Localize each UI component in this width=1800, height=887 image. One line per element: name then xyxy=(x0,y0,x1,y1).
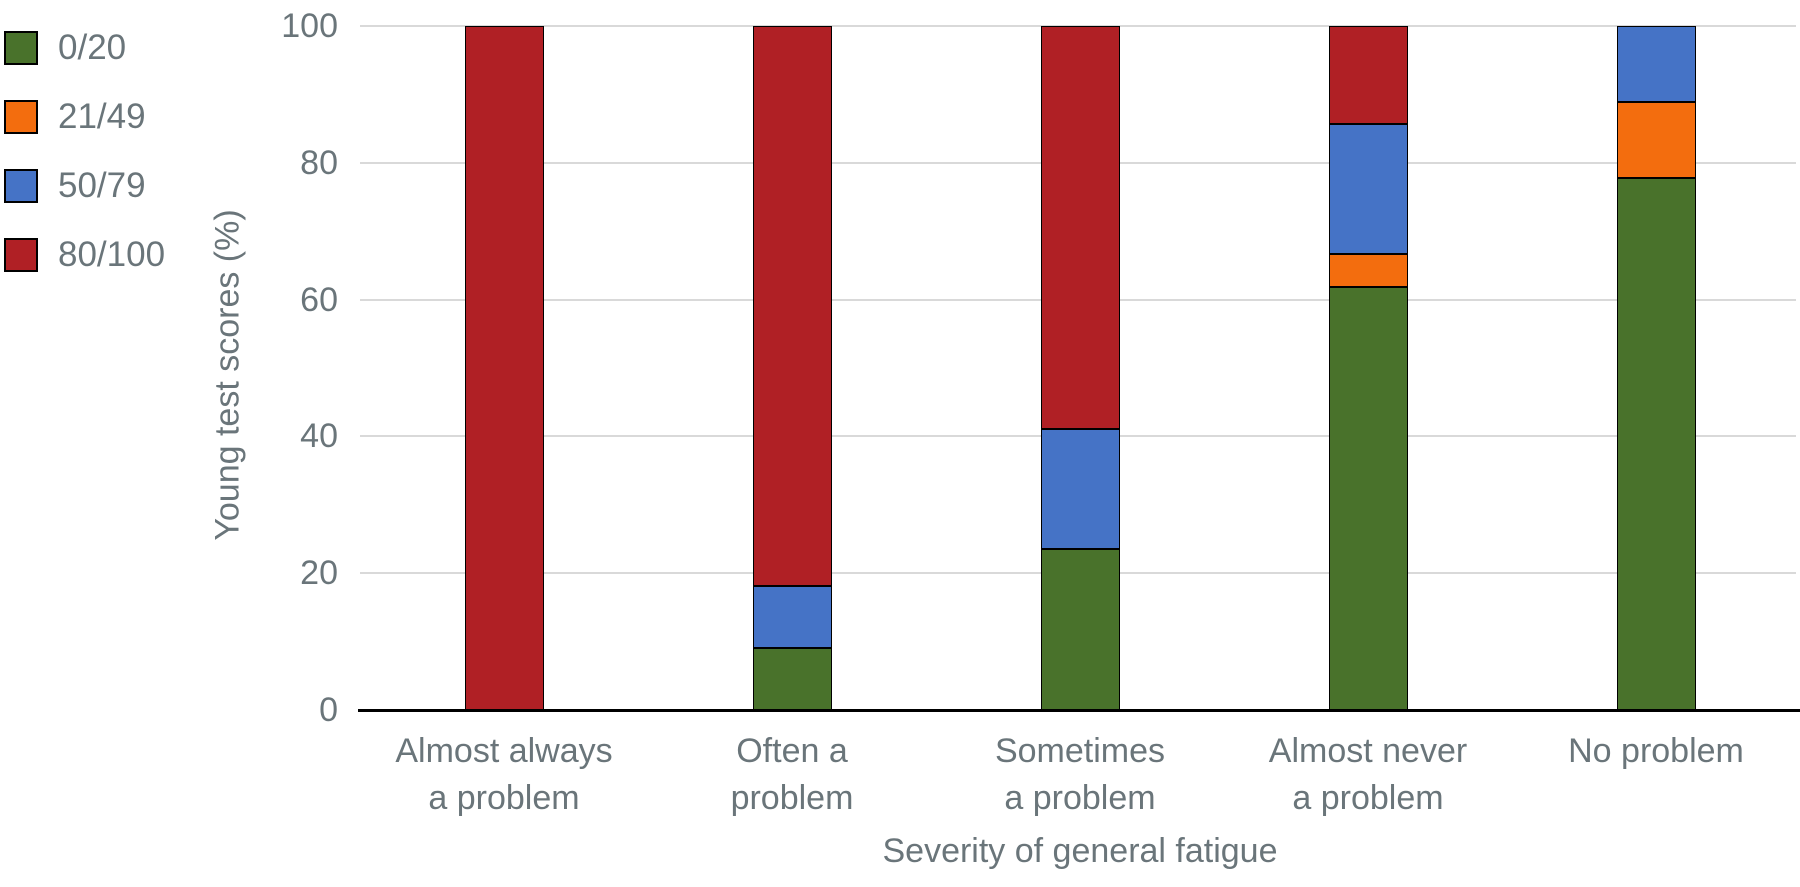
legend-label: 21/49 xyxy=(58,97,146,136)
x-category-label-line: a problem xyxy=(1004,779,1156,817)
legend-item: 50/79 xyxy=(4,166,165,206)
x-category-label: Often a problem xyxy=(632,728,952,822)
x-category-label-line: Often a xyxy=(736,732,848,770)
bar-segment-80-100 xyxy=(752,26,832,586)
bar-segment-0-20 xyxy=(1040,549,1120,710)
legend-item: 0/20 xyxy=(4,28,165,68)
bar-segment-50-79 xyxy=(752,585,832,648)
bar-segment-80-100 xyxy=(1040,26,1120,429)
bar-segment-50-79 xyxy=(1040,428,1120,550)
y-tick-label: 100 xyxy=(281,7,338,45)
x-category-label-line: Sometimes xyxy=(994,732,1166,770)
legend-item: 21/49 xyxy=(4,97,165,137)
x-category-label: Almost never a problem xyxy=(1208,728,1528,822)
legend-item: 80/100 xyxy=(4,235,165,275)
bar-segment-80-100 xyxy=(464,26,544,710)
x-axis-title: Severity of general fatigue xyxy=(882,832,1278,870)
x-category-label-line: Almost never xyxy=(1268,732,1468,770)
legend-swatch xyxy=(4,31,38,65)
legend-label: 80/100 xyxy=(58,235,166,274)
x-category-label-line: a problem xyxy=(1292,779,1444,817)
x-category-label-line: problem xyxy=(730,779,854,817)
x-category-label: Almost always a problem xyxy=(344,728,664,822)
legend-swatch xyxy=(4,238,38,272)
legend-swatch xyxy=(4,169,38,203)
bar-segment-0-20 xyxy=(752,647,832,710)
y-tick-label: 80 xyxy=(300,143,338,182)
x-category-label-line: No problem xyxy=(1568,732,1744,770)
x-axis-line xyxy=(358,709,1800,712)
x-category-label: Sometimes a problem xyxy=(920,728,1240,822)
legend-label: 0/20 xyxy=(58,28,127,67)
y-tick-label: 0 xyxy=(319,691,338,729)
bar-segment-0-20 xyxy=(1328,286,1408,710)
x-category-label-line: Almost always xyxy=(395,732,613,770)
bar-segment-50-79 xyxy=(1328,123,1408,254)
y-tick-label: 20 xyxy=(300,554,338,593)
x-category-label-line: a problem xyxy=(428,779,580,817)
x-category-label: No problem xyxy=(1496,728,1800,775)
bar-segment-0-20 xyxy=(1616,177,1696,710)
legend-swatch xyxy=(4,100,38,134)
y-tick-label: 60 xyxy=(300,280,338,319)
bar-segment-21-49 xyxy=(1328,253,1408,287)
bar-segment-21-49 xyxy=(1616,101,1696,178)
legend-label: 50/79 xyxy=(58,166,146,205)
chart-legend: 0/20 21/49 50/79 80/100 xyxy=(4,28,165,275)
bar-segment-80-100 xyxy=(1328,26,1408,124)
y-axis-title: Young test scores (%) xyxy=(208,209,247,541)
bar-segment-50-79 xyxy=(1616,26,1696,102)
y-tick-label: 40 xyxy=(300,417,338,456)
